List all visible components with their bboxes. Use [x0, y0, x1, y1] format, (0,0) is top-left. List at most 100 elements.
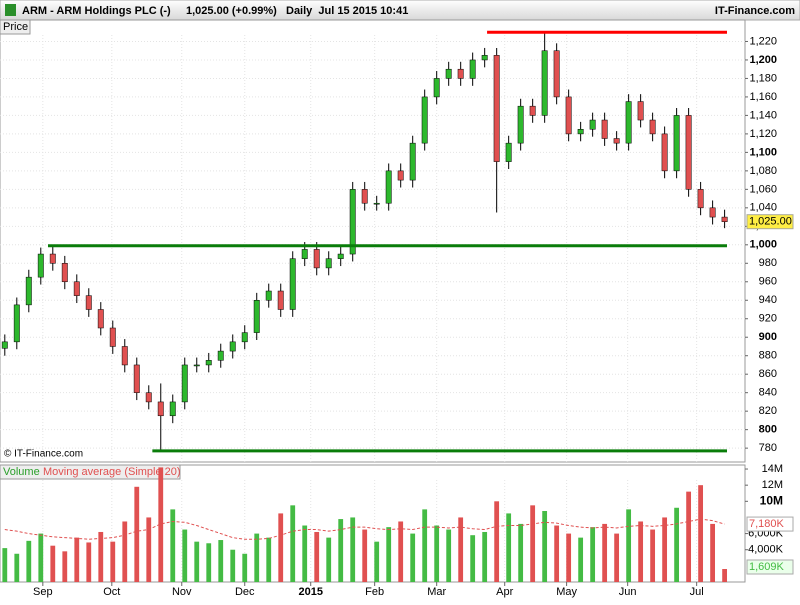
- volume-bar: [482, 531, 488, 582]
- volume-bar: [710, 523, 716, 582]
- x-tick-label: Dec: [235, 586, 255, 598]
- y-tick-label: 840: [759, 387, 777, 399]
- legend-ma: Moving average (Simple 20): [43, 466, 181, 478]
- volume-bar: [86, 542, 92, 582]
- candle-body: [541, 50, 548, 116]
- candle-body: [325, 258, 332, 269]
- y2-tick-label: 12M: [762, 479, 783, 491]
- volume-bar: [182, 529, 188, 582]
- volume-bar: [146, 517, 152, 582]
- x-tick-label: Mar: [427, 586, 446, 598]
- candle-body: [553, 50, 560, 98]
- volume-legend-box: [0, 464, 181, 480]
- candle-body: [673, 115, 680, 172]
- candle-body: [121, 346, 128, 366]
- volume-bar: [638, 521, 644, 582]
- volume-bar: [458, 517, 464, 582]
- quote: 1,025.00 (+0.99%): [186, 5, 277, 17]
- candle-body: [565, 96, 572, 135]
- header-icon: [5, 4, 16, 16]
- volume-bar: [434, 525, 440, 582]
- candle-body: [697, 189, 704, 209]
- y-tick-label: 900: [759, 331, 777, 343]
- candle-body: [529, 105, 536, 116]
- candle-body: [253, 300, 260, 333]
- volume-bar: [242, 553, 248, 582]
- candle-body: [385, 170, 392, 204]
- x-tick-label: May: [556, 586, 577, 598]
- volume-bar: [314, 531, 320, 582]
- volume-bar: [578, 537, 584, 582]
- y-tick-label: 780: [759, 442, 777, 454]
- candle-body: [145, 392, 152, 403]
- candle-body: [61, 263, 68, 283]
- volume-bar: [698, 485, 704, 582]
- y-tick-label: 1,180: [749, 72, 777, 84]
- volume-bar: [218, 540, 224, 582]
- candle-body: [361, 189, 368, 204]
- last-price-label: 1,025.00: [749, 216, 792, 228]
- volume-bar: [50, 545, 56, 582]
- candle-body: [397, 170, 404, 181]
- volume-bar: [134, 486, 140, 582]
- y2-tick-label: 10M: [760, 493, 783, 507]
- price-label-box: [0, 19, 31, 35]
- candle-body: [97, 309, 104, 329]
- x-tick-label: Apr: [496, 586, 513, 598]
- y-tick-label: 860: [759, 368, 777, 380]
- volume-bar: [530, 505, 536, 582]
- volume-bar: [62, 551, 68, 582]
- x-tick-label: Jul: [690, 586, 704, 598]
- x-tick-label: 2015: [298, 586, 322, 598]
- y-tick-label: 1,100: [749, 146, 777, 158]
- volume-bar: [446, 529, 452, 582]
- candle-body: [181, 364, 188, 403]
- volume-bar: [674, 507, 680, 582]
- copyright: © IT-Finance.com: [4, 449, 83, 460]
- price-label: Price: [3, 21, 28, 33]
- candle-body: [601, 119, 608, 139]
- volume-bar: [614, 533, 620, 582]
- price-panel: [0, 19, 746, 463]
- y-tick-label: 1,160: [749, 91, 777, 103]
- candle-body: [289, 258, 296, 310]
- y-tick-label: 1,120: [749, 128, 777, 140]
- period: Daily Jul 15 2015 10:41: [286, 5, 408, 17]
- volume-bar: [590, 527, 596, 582]
- volume-bar: [122, 521, 128, 582]
- volume-last-label: 1,609K: [749, 561, 785, 573]
- volume-bar: [326, 537, 332, 582]
- volume-bar: [170, 509, 176, 582]
- y-tick-label: 1,060: [749, 183, 777, 195]
- candle-body: [337, 253, 344, 259]
- y2-tick-label: 14M: [762, 463, 783, 475]
- y-tick-label: 800: [759, 424, 777, 436]
- candle-body: [73, 281, 80, 296]
- candle-body: [133, 364, 140, 393]
- candle-body: [1, 341, 8, 349]
- y-tick-label: 980: [759, 257, 777, 269]
- brand: IT-Finance.com: [715, 5, 795, 17]
- volume-bar: [494, 501, 500, 582]
- y-tick-label: 920: [759, 313, 777, 325]
- volume-bar: [650, 529, 656, 582]
- candle-body: [13, 304, 20, 343]
- volume-bar: [194, 541, 200, 582]
- legend-volume: Volume: [3, 466, 40, 478]
- y-tick-label: 820: [759, 405, 777, 417]
- candle-body: [49, 253, 56, 264]
- candle-body: [577, 129, 584, 135]
- candle-body: [625, 101, 632, 144]
- volume-bar: [362, 529, 368, 582]
- y-tick-label: 1,040: [749, 202, 777, 214]
- candle-body: [685, 115, 692, 190]
- volume-bar: [278, 513, 284, 582]
- volume-bar: [302, 525, 308, 582]
- volume-bar: [518, 523, 524, 582]
- y-tick-label: 880: [759, 350, 777, 362]
- candle-body: [229, 341, 236, 352]
- last-price-box: [746, 214, 794, 230]
- candle-body: [409, 142, 416, 181]
- candle-body: [241, 332, 248, 343]
